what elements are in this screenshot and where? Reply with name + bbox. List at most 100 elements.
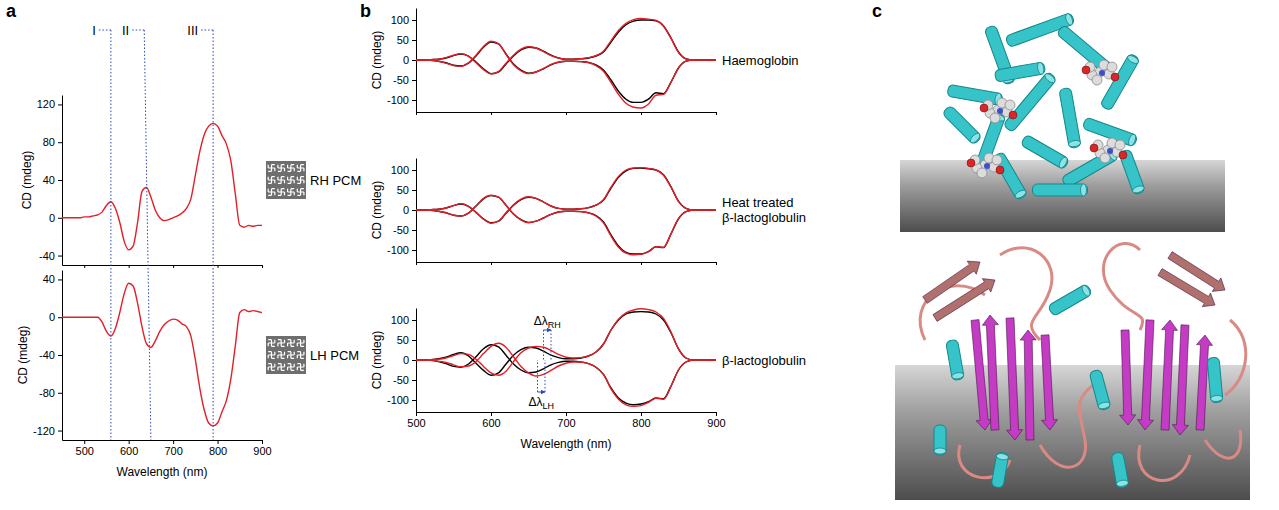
tick-mark xyxy=(416,412,417,416)
tick: 500 xyxy=(76,440,94,457)
plot-lines xyxy=(416,18,716,108)
chart-title: Heat treatedβ-lactoglobulin xyxy=(722,195,806,225)
guide-line xyxy=(110,30,111,440)
tick-mark xyxy=(129,440,130,444)
helix-body xyxy=(1207,357,1223,403)
tick: 500 xyxy=(407,412,425,429)
helix xyxy=(1207,357,1223,403)
helix-end xyxy=(1037,62,1045,75)
protein-haemoglobin xyxy=(900,12,1225,232)
atom xyxy=(1090,144,1098,152)
tick-label: 600 xyxy=(120,445,138,457)
atom xyxy=(990,113,1000,123)
annotation-subscript: RH xyxy=(548,320,561,330)
helix-body xyxy=(1033,184,1088,196)
plot-lines xyxy=(416,168,716,255)
tick-mark xyxy=(412,340,416,341)
chart-title: RH PCM xyxy=(310,173,361,188)
helix-end xyxy=(1126,54,1139,65)
helix xyxy=(1100,53,1140,111)
tick-label: -120 xyxy=(33,425,55,437)
tick: -50 xyxy=(393,224,416,236)
series-line xyxy=(416,312,716,376)
plot-lines xyxy=(62,123,262,250)
series-line xyxy=(416,168,716,224)
heme xyxy=(1090,138,1127,163)
x-axis xyxy=(63,265,263,268)
helix-body xyxy=(1111,452,1129,489)
tick-mark xyxy=(412,400,416,401)
tick-mark xyxy=(412,170,416,171)
tick-mark xyxy=(58,142,62,143)
pcm-element xyxy=(268,189,275,196)
tick: 600 xyxy=(120,440,138,457)
series-line xyxy=(62,123,262,250)
tick-label: 800 xyxy=(209,445,227,457)
tick: -40 xyxy=(39,349,62,361)
helix-body xyxy=(1048,284,1093,317)
tick-label: 0 xyxy=(403,354,409,366)
atom xyxy=(996,166,1004,174)
tick-label: 800 xyxy=(632,417,650,429)
tick: 40 xyxy=(43,174,62,186)
guide-line xyxy=(144,30,151,440)
heme xyxy=(980,98,1017,123)
tick-label: -100 xyxy=(387,394,409,406)
annotation: II xyxy=(122,23,151,441)
tick xyxy=(566,262,567,265)
annotation-subscript: LH xyxy=(543,401,555,411)
tick-mark xyxy=(716,262,717,265)
pcm-element xyxy=(268,340,275,347)
strand xyxy=(1158,269,1215,307)
shift-guide xyxy=(551,330,552,360)
y-axis: -100-50050100 xyxy=(387,309,417,413)
series-line xyxy=(416,196,716,254)
tick: -40 xyxy=(39,250,62,262)
helix-body xyxy=(994,62,1045,83)
tick-label: 0 xyxy=(403,54,409,66)
axis-line xyxy=(62,96,63,266)
helix xyxy=(1119,149,1146,195)
tick-mark xyxy=(412,80,416,81)
atom xyxy=(992,155,1002,165)
tick: -100 xyxy=(387,94,416,106)
tick: -100 xyxy=(387,394,416,406)
atom xyxy=(1107,148,1113,154)
label-line: β-lactoglobulin xyxy=(722,210,806,225)
helix xyxy=(1061,148,1119,188)
helix-end xyxy=(1068,140,1081,148)
plot-lines xyxy=(416,309,716,407)
tick-mark xyxy=(412,210,416,211)
atom xyxy=(980,104,988,112)
surface xyxy=(900,160,1225,232)
tick-label: -50 xyxy=(393,224,409,236)
helix-body xyxy=(934,425,946,455)
annotation: ΔλRH xyxy=(534,314,561,360)
loop xyxy=(1139,445,1190,480)
atom xyxy=(967,159,975,167)
tick-label: 500 xyxy=(76,445,94,457)
tick-label: 0 xyxy=(403,204,409,216)
pcm-element xyxy=(288,352,295,359)
pcm-element xyxy=(278,189,285,196)
helix-end xyxy=(1014,189,1027,200)
pcm-element xyxy=(288,364,295,371)
annotation-text: Δλ xyxy=(528,395,542,409)
axis-line xyxy=(63,265,263,266)
axis-title: CD (mdeg) xyxy=(370,181,384,240)
helix-body xyxy=(1003,71,1057,132)
helix-end xyxy=(1058,156,1069,169)
guide-line xyxy=(213,30,214,440)
tick-label: 80 xyxy=(43,136,55,148)
tick: 600 xyxy=(482,412,500,429)
pcm-element xyxy=(288,340,295,347)
helix xyxy=(1020,134,1069,169)
helix xyxy=(1003,71,1057,132)
panel-label: a xyxy=(6,1,17,21)
tick-label: 500 xyxy=(407,417,425,429)
tick-label: 900 xyxy=(707,417,725,429)
strand xyxy=(933,279,995,322)
atom xyxy=(1009,111,1017,119)
tick: -50 xyxy=(393,74,416,86)
atom xyxy=(1115,140,1125,150)
